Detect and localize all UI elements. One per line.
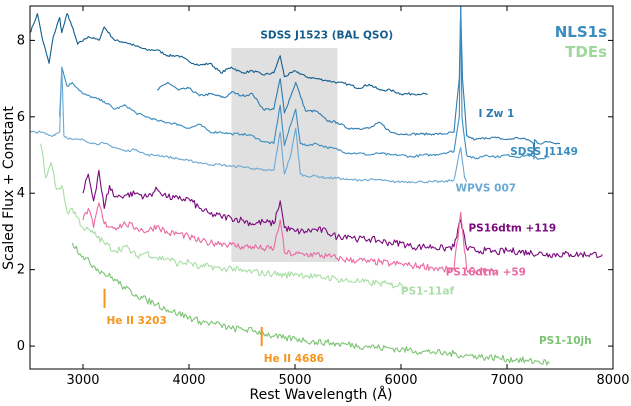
legend-entry-1: TDEs	[565, 43, 607, 61]
y-tick-label: 2	[17, 263, 25, 278]
x-tick-label: 8000	[596, 373, 629, 388]
y-tick-label: 6	[17, 110, 25, 125]
annotation-label-1: He II 4686	[264, 353, 324, 365]
series-layer	[29, 5, 603, 366]
shaded-region	[231, 48, 338, 263]
series-label-5: PS16dtm +59	[446, 266, 526, 278]
y-tick-label: 0	[17, 339, 25, 354]
series-label-6: PS1-11af	[401, 285, 455, 297]
x-tick-label: 7000	[490, 373, 523, 388]
x-tick-label: 3000	[66, 373, 99, 388]
legend: NLS1s TDEs	[555, 23, 607, 61]
series-label-7: PS1-10jh	[539, 335, 592, 347]
x-tick-label: 6000	[384, 373, 417, 388]
legend-entry-0: NLS1s	[555, 23, 607, 41]
shaded-region-layer	[231, 48, 338, 263]
series-line-1	[156, 5, 560, 160]
plot-frame	[29, 5, 614, 370]
series-label-1: I Zw 1	[478, 108, 514, 120]
series-label-4: PS16dtm +119	[468, 222, 556, 234]
series-label-0: SDSS J1523 (BAL QSO)	[260, 29, 393, 41]
series-label-3: WPVS 007	[456, 182, 517, 194]
x-axis-title: Rest Wavelength (Å)	[250, 386, 393, 403]
series-line-2	[59, 5, 550, 160]
annotation-layer: He II 3203 He II 4686	[103, 288, 324, 365]
series-line-7	[71, 242, 550, 366]
axis-layer: 3000 4000 5000 6000 7000 8000 0 2 4 6 8	[17, 6, 630, 388]
y-tick-label: 8	[17, 33, 25, 48]
series-line-3	[29, 66, 468, 184]
series-line-6	[40, 143, 407, 290]
annotation-label-0: He II 3203	[107, 315, 167, 327]
y-axis-title: Scaled Flux + Constant	[1, 106, 17, 270]
x-tick-label: 5000	[278, 373, 311, 388]
series-line-5	[82, 202, 497, 276]
series-label-2: SDSS J1149	[510, 146, 578, 158]
series-line-0	[29, 13, 428, 96]
y-tick-label: 4	[17, 186, 25, 201]
series-label-layer: SDSS J1523 (BAL QSO) I Zw 1 SDSS J1149 WPVS…	[260, 29, 591, 347]
x-tick-label: 4000	[172, 373, 205, 388]
series-line-4	[82, 169, 603, 259]
